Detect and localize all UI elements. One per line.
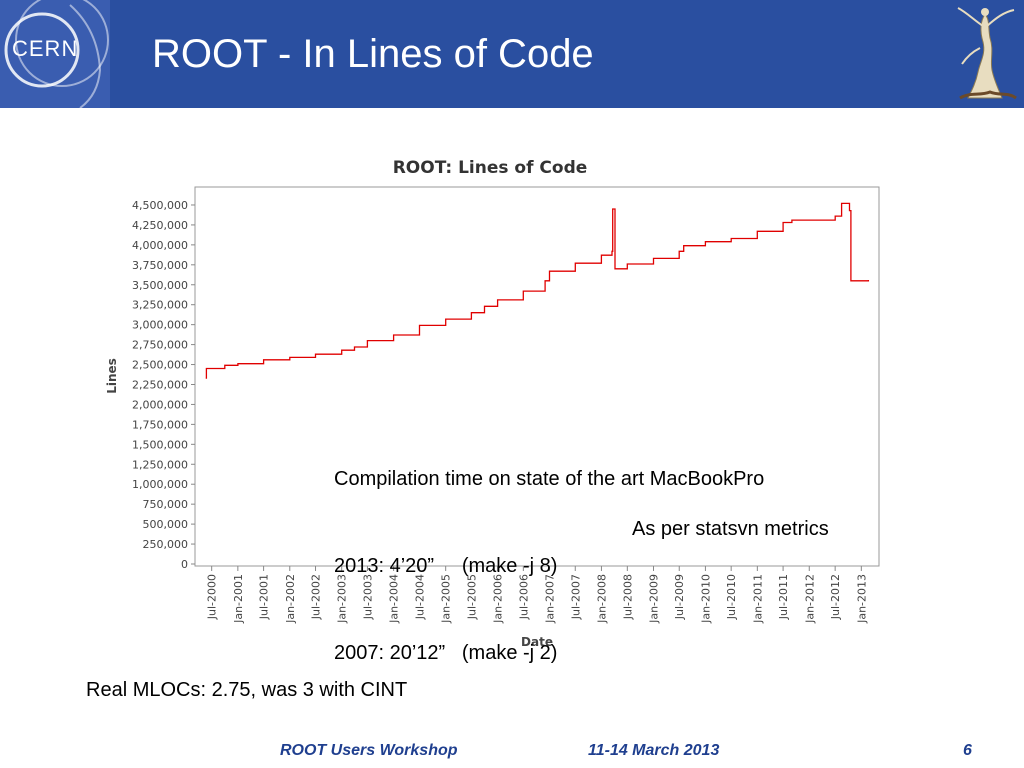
x-tick-label: Jul-2008	[621, 574, 634, 620]
chart-title: ROOT: Lines of Code	[393, 158, 588, 178]
x-tick-label: Jul-2010	[725, 574, 738, 620]
x-tick-label: Jul-2007	[569, 574, 582, 620]
y-tick-label: 750,000	[143, 498, 189, 511]
x-tick-label: Jan-2006	[492, 574, 505, 624]
y-tick-label: 3,750,000	[132, 259, 188, 272]
x-tick-label: Jan-2005	[440, 574, 453, 624]
x-tick-label: Jan-2004	[388, 574, 401, 624]
slide-header: CERN ROOT - In Lines of Code	[0, 0, 1024, 109]
cern-logo-rings-icon	[4, 0, 109, 109]
y-tick-label: 2,250,000	[132, 378, 188, 391]
x-tick-label: Jul-2003	[361, 574, 374, 620]
compile-note-line1: Compilation time on state of the art Mac…	[334, 468, 765, 490]
x-tick-label: Jul-2006	[517, 574, 530, 620]
x-tick-label: Jan-2008	[595, 574, 608, 624]
compile-note-line3: 2007: 20’12” (make -j 2)	[334, 642, 558, 664]
y-tick-label: 4,500,000	[132, 199, 188, 212]
x-tick-label: Jul-2001	[258, 574, 271, 620]
x-tick-label: Jan-2011	[751, 574, 764, 624]
x-tick-label: Jul-2004	[414, 574, 427, 620]
y-tick-label: 2,750,000	[132, 339, 188, 352]
x-tick-label: Jan-2002	[284, 574, 297, 624]
lines-of-code-chart: ROOT: Lines of Code Lines Date 0 250,000 5…	[100, 150, 890, 660]
x-tick-label: Jan-2007	[544, 574, 557, 624]
x-axis-label: Date	[521, 635, 553, 649]
slide-title: ROOT - In Lines of Code	[152, 32, 594, 76]
y-tick-label: 1,000,000	[132, 478, 188, 491]
x-tick-label: Jul-2002	[310, 574, 323, 620]
x-tick-label: Jul-2005	[465, 574, 478, 620]
y-tick-label: 3,000,000	[132, 319, 188, 332]
y-tick-label: 4,250,000	[132, 219, 188, 232]
y-axis-label: Lines	[105, 358, 119, 394]
source-note: As per statsvn metrics	[632, 518, 829, 540]
compile-note-line2: 2013: 4’20” (make -j 8)	[334, 555, 558, 577]
page-number: 6	[963, 742, 972, 759]
x-tick-label: Jan-2001	[232, 574, 245, 624]
x-tick-label: Jan-2003	[336, 574, 349, 624]
y-tick-label: 3,250,000	[132, 299, 188, 312]
x-tick-label: Jan-2013	[855, 574, 868, 624]
bottom-text: Real MLOCs: 2.75, was 3 with CINT	[86, 679, 408, 701]
y-tick-label: 1,250,000	[132, 458, 188, 471]
chart-svg: ROOT: Lines of Code Lines Date 0 250,000 5…	[105, 158, 880, 649]
plot-area	[194, 186, 880, 567]
y-tick-label: 2,000,000	[132, 398, 188, 411]
y-tick-label: 1,750,000	[132, 418, 188, 431]
x-tick-label: Jul-2012	[829, 574, 842, 620]
y-tick-label: 2,500,000	[132, 359, 188, 372]
y-tick-label: 1,500,000	[132, 438, 188, 451]
x-tick-label: Jul-2009	[673, 574, 686, 620]
y-tick-label: 500,000	[143, 518, 189, 531]
y-tick-label: 0	[181, 558, 188, 571]
x-tick-label: Jul-2011	[777, 574, 790, 620]
compile-note: Compilation time on state of the art Mac…	[334, 407, 764, 697]
y-tick-label: 250,000	[143, 538, 189, 551]
cern-logo: CERN	[0, 0, 110, 109]
footer-dates: 11-14 March 2013	[588, 742, 720, 759]
x-tick-label: Jan-2009	[648, 574, 661, 624]
y-tick-label: 3,500,000	[132, 279, 188, 292]
x-tick-label: Jan-2010	[699, 574, 712, 624]
cern-logo-text: CERN	[12, 36, 79, 61]
x-tick-label: Jan-2012	[803, 574, 816, 624]
y-tick-label: 4,000,000	[132, 239, 188, 252]
shiva-statue-icon	[957, 7, 1017, 100]
footer-event: ROOT Users Workshop	[280, 742, 458, 759]
series-line	[205, 202, 870, 379]
x-tick-label: Jul-2000	[206, 574, 219, 620]
